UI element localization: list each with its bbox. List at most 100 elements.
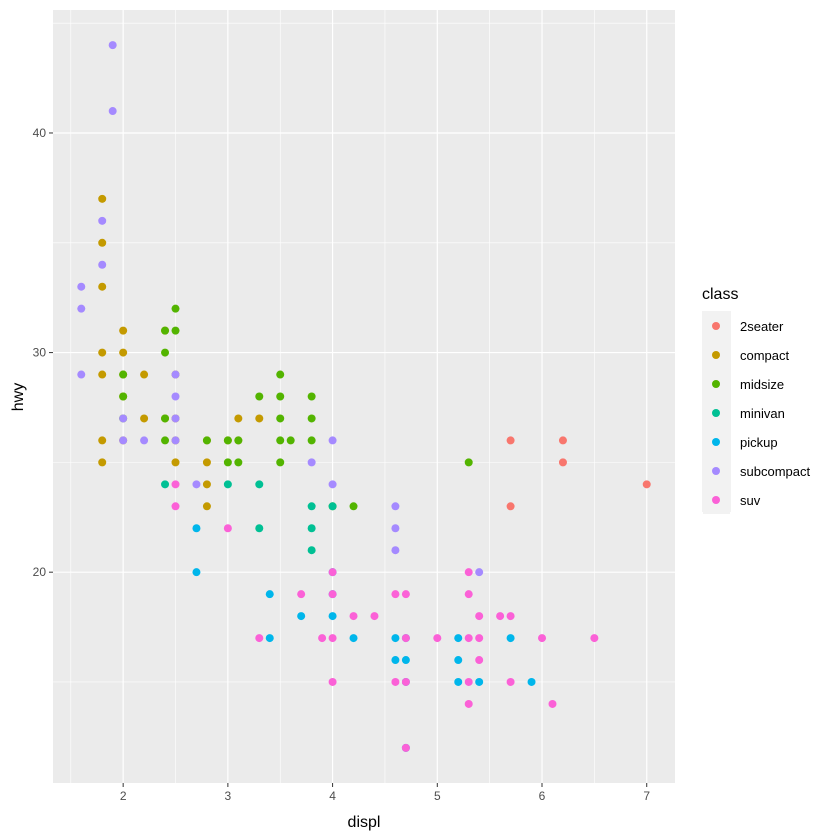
point-minivan (307, 502, 316, 511)
point-suv (328, 590, 337, 599)
point-midsize (307, 414, 316, 423)
data-points (77, 41, 651, 752)
legend-swatch-suv (712, 496, 720, 504)
point-suv (171, 480, 180, 489)
point-compact (98, 458, 107, 467)
point-subcompact (108, 107, 117, 116)
y-axis-ticks: 20 30 40 (33, 126, 53, 579)
point-subcompact (98, 216, 107, 225)
legend-swatch-subcompact (712, 467, 720, 475)
point-midsize (307, 392, 316, 401)
series-minivan (161, 480, 337, 555)
legend-swatch-2seater (712, 322, 720, 330)
point-compact (140, 414, 149, 423)
series-suv (171, 480, 599, 752)
point-subcompact (391, 502, 400, 511)
point-subcompact (391, 546, 400, 555)
point-compact (255, 414, 264, 423)
point-compact (119, 348, 128, 357)
legend-title: class (702, 286, 738, 303)
point-compact (140, 370, 149, 379)
point-minivan (307, 524, 316, 533)
point-suv (318, 634, 327, 643)
x-tick-label: 5 (434, 789, 441, 803)
legend-label-compact: compact (740, 348, 790, 363)
point-2seater (558, 436, 567, 445)
point-suv (255, 634, 264, 643)
point-subcompact (171, 414, 180, 423)
point-2seater (558, 458, 567, 467)
y-tick-label: 20 (33, 565, 47, 579)
point-suv (391, 590, 400, 599)
legend-swatch-pickup (712, 438, 720, 446)
point-midsize (223, 458, 232, 467)
legend-label-suv: suv (740, 493, 761, 508)
point-compact (202, 502, 211, 511)
point-pickup (265, 590, 274, 599)
point-suv (297, 590, 306, 599)
point-subcompact (171, 392, 180, 401)
point-midsize (161, 436, 170, 445)
point-minivan (161, 480, 170, 489)
point-subcompact (77, 370, 86, 379)
point-subcompact (328, 436, 337, 445)
point-suv (401, 677, 410, 686)
point-suv (171, 502, 180, 511)
point-suv (464, 677, 473, 686)
point-minivan (223, 480, 232, 489)
point-subcompact (391, 524, 400, 533)
point-compact (98, 238, 107, 247)
point-midsize (202, 436, 211, 445)
x-tick-label: 7 (643, 789, 650, 803)
x-tick-label: 4 (329, 789, 336, 803)
point-subcompact (171, 436, 180, 445)
point-midsize (286, 436, 295, 445)
x-tick-label: 6 (539, 789, 546, 803)
y-tick-label: 40 (33, 126, 47, 140)
x-tick-label: 3 (225, 789, 232, 803)
x-axis-title: displ (348, 814, 381, 831)
point-pickup (527, 677, 536, 686)
legend-label-subcompact: subcompact (740, 464, 810, 479)
point-subcompact (119, 436, 128, 445)
point-suv (464, 568, 473, 577)
y-tick-label: 30 (33, 346, 47, 360)
point-pickup (349, 634, 358, 643)
x-axis-ticks: 2 3 4 5 6 7 (120, 783, 650, 803)
point-compact (98, 370, 107, 379)
point-pickup (401, 656, 410, 665)
point-midsize (223, 436, 232, 445)
minor-gridlines (53, 10, 675, 783)
point-compact (234, 414, 243, 423)
point-midsize (119, 370, 128, 379)
point-midsize (161, 326, 170, 335)
point-pickup (328, 612, 337, 621)
point-midsize (464, 458, 473, 467)
point-midsize (276, 370, 285, 379)
point-midsize (161, 414, 170, 423)
point-suv (328, 677, 337, 686)
point-suv (506, 677, 515, 686)
point-pickup (454, 677, 463, 686)
point-midsize (234, 436, 243, 445)
point-suv (496, 612, 505, 621)
point-subcompact (77, 282, 86, 291)
point-suv (391, 677, 400, 686)
panel-background (53, 10, 675, 783)
point-subcompact (108, 41, 117, 50)
point-suv (223, 524, 232, 533)
point-subcompact (119, 414, 128, 423)
point-subcompact (98, 260, 107, 269)
point-minivan (255, 524, 264, 533)
point-subcompact (77, 304, 86, 313)
point-midsize (119, 392, 128, 401)
point-compact (202, 480, 211, 489)
legend-label-pickup: pickup (740, 435, 778, 450)
point-suv (475, 612, 484, 621)
point-2seater (506, 502, 515, 511)
point-pickup (192, 568, 201, 577)
point-subcompact (307, 458, 316, 467)
point-compact (171, 458, 180, 467)
point-subcompact (328, 480, 337, 489)
